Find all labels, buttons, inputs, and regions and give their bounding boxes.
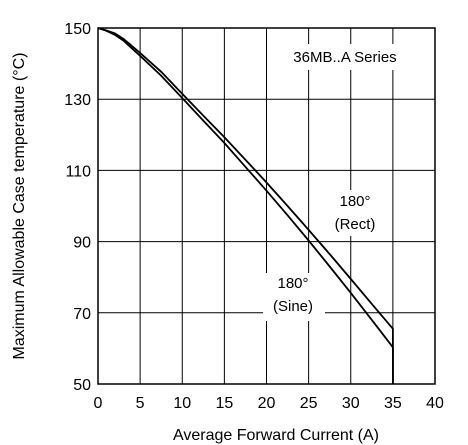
x-tick-label: 25 (300, 395, 318, 412)
rect-label-background (324, 190, 386, 236)
y-tick-label: 70 (73, 306, 91, 323)
curves (97, 27, 394, 384)
tick-labels: 0 5 10 15 20 25 30 35 40 50 70 90 110 130 150 (64, 21, 444, 412)
x-axis-title: Average Forward Current (A) (173, 427, 379, 444)
y-tick-label: 90 (73, 235, 91, 252)
series-label: 36MB..A Series (293, 49, 396, 66)
y-tick-label: 130 (64, 92, 91, 109)
sine-label-background (263, 273, 325, 321)
y-tick-label: 50 (73, 377, 91, 394)
y-tick-label: 110 (65, 163, 91, 180)
series-label-background (275, 44, 415, 70)
x-tick-label: 0 (94, 395, 103, 412)
rect-label-line2: (Rect) (335, 216, 376, 233)
y-axis-title: Maximum Allowable Case temperature (°C) (11, 53, 28, 360)
x-tick-label: 10 (173, 395, 191, 412)
x-tick-label: 35 (384, 395, 402, 412)
x-tick-label: 15 (215, 395, 233, 412)
plot-frame (97, 27, 436, 385)
x-tick-label: 40 (426, 395, 444, 412)
rect-label-line1: 180° (339, 193, 370, 210)
sine-label-line1: 180° (277, 275, 308, 292)
sine-label-line2: (Sine) (273, 298, 313, 315)
x-tick-label: 5 (136, 395, 145, 412)
x-tick-label: 20 (258, 395, 276, 412)
series-line-rect (97, 27, 394, 384)
y-tick-label: 150 (64, 21, 91, 38)
series-line-sine (97, 27, 394, 384)
x-tick-label: 30 (342, 395, 360, 412)
